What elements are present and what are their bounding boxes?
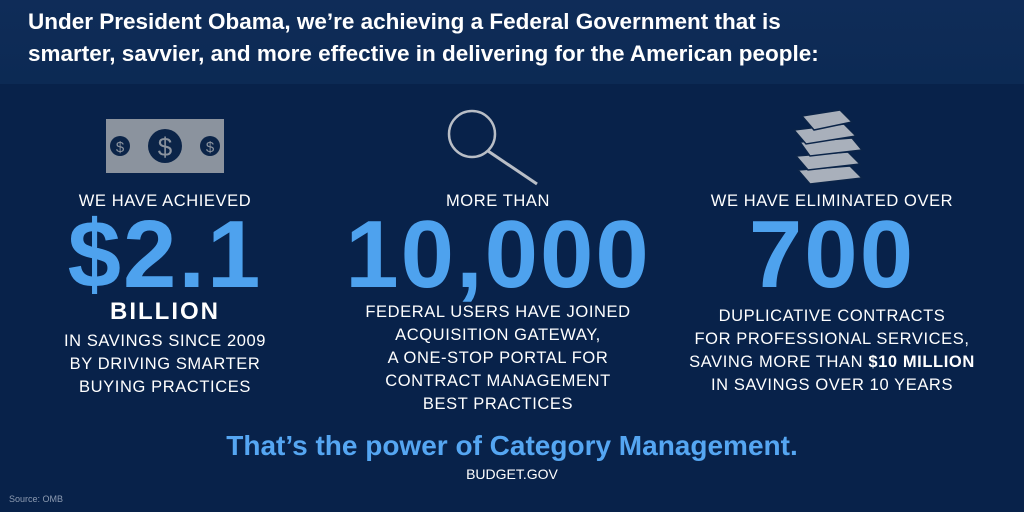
stat-highlight: $10 MILLION [868, 353, 975, 371]
headline-line-2: smarter, savvier, and more effective in … [28, 41, 819, 66]
stat-line: SAVING MORE THAN [689, 353, 864, 371]
stat-intro: WE HAVE ACHIEVED [78, 192, 252, 210]
svg-text:$: $ [116, 139, 125, 156]
stat-intro: MORE THAN [445, 192, 551, 210]
stat-line: ACQUISITION GATEWAY, [395, 326, 601, 344]
dollar-coins-icon: $ $ $ [106, 119, 224, 173]
stat-unit: BILLION [110, 298, 220, 325]
stat-value: $2.1 [67, 201, 263, 308]
svg-text:$: $ [206, 139, 215, 156]
headline-line-1: Under President Obama, we’re achieving a… [28, 9, 781, 34]
site-link[interactable]: BUDGET.GOV [466, 466, 558, 482]
stack-of-books-icon [792, 109, 864, 185]
stat-line: CONTRACT MANAGEMENT [385, 372, 611, 390]
header-banner: Under President Obama, we’re achieving a… [0, 0, 1024, 84]
stat-line: FOR PROFESSIONAL SERVICES, [694, 330, 970, 348]
stat-line: BY DRIVING SMARTER [69, 355, 261, 373]
stat-line: BEST PRACTICES [422, 395, 574, 413]
stat-line: IN SAVINGS SINCE 2009 [63, 332, 267, 350]
stat-intro: WE HAVE ELIMINATED OVER [710, 192, 954, 210]
source-note: Source: OMB [9, 494, 64, 504]
svg-text:$: $ [158, 132, 173, 162]
stat-line: A ONE-STOP PORTAL FOR [387, 349, 609, 367]
stat-line-with-highlight: SAVING MORE THAN $10 MILLION [667, 351, 997, 373]
stat-line: DUPLICATIVE CONTRACTS [718, 307, 946, 325]
stat-value: 10,000 [345, 201, 651, 308]
magnifying-glass-icon [447, 109, 538, 186]
stat-line: BUYING PRACTICES [79, 378, 251, 396]
stat-line: IN SAVINGS OVER 10 YEARS [710, 376, 954, 394]
tagline: That’s the power of Category Management. [226, 430, 798, 461]
stat-line: FEDERAL USERS HAVE JOINED [365, 303, 631, 321]
stat-value: 700 [748, 201, 916, 308]
